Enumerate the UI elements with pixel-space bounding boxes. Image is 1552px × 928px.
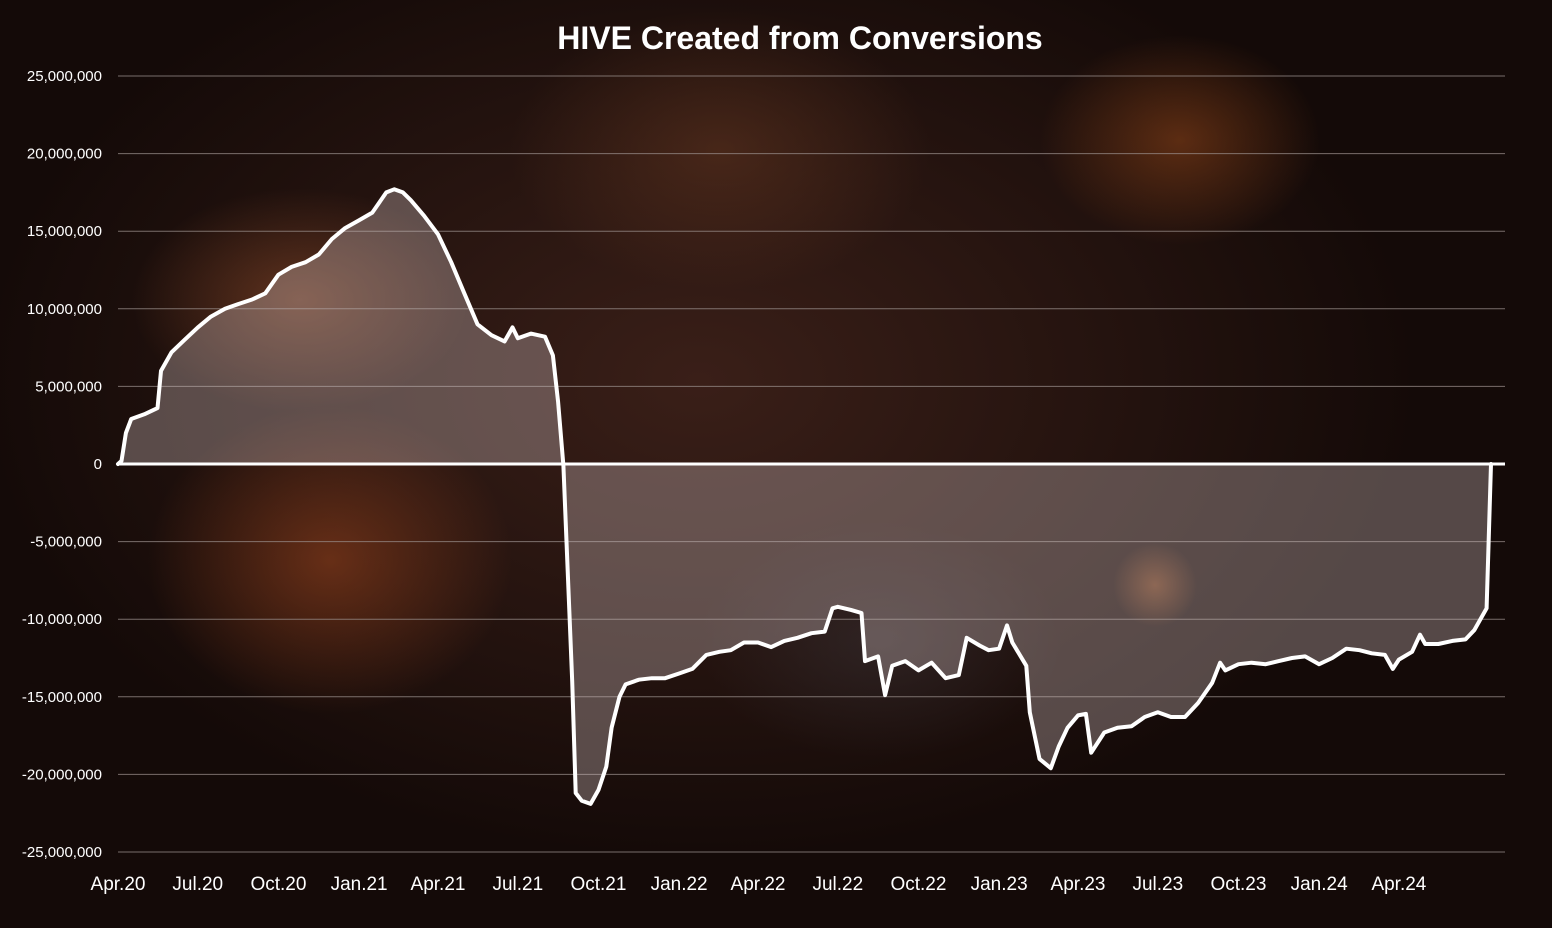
x-tick-label: Jul.23 [1132,874,1183,895]
x-tick-label: Jan.22 [651,874,708,895]
x-tick-label: Oct.22 [890,874,946,895]
y-tick-label: 0 [94,456,102,473]
y-tick-label: 10,000,000 [27,301,102,318]
x-axis-ticks: Apr.20 Jul.20 Oct.20 Jan.21 Apr.21 Jul.21 Oct.… [91,874,1427,895]
series-line [116,187,1493,806]
x-tick-label: Oct.20 [250,874,306,895]
x-tick-label: Apr.24 [1371,874,1426,895]
y-tick-label: -15,000,000 [22,689,102,706]
y-tick-label: -25,000,000 [22,844,102,861]
x-tick-label: Apr.21 [411,874,466,895]
x-tick-label: Jul.20 [172,874,223,895]
x-tick-label: Oct.23 [1210,874,1266,895]
x-tick-label: Jan.21 [331,874,388,895]
x-tick-label: Apr.20 [91,874,146,895]
y-axis-ticks: 25,000,000 20,000,000 15,000,000 10,000,000… [22,68,102,861]
gridlines [118,75,1505,853]
x-tick-label: Oct.21 [570,874,626,895]
y-tick-label: 25,000,000 [27,68,102,85]
y-tick-label: -20,000,000 [22,766,102,783]
chart-title: HIVE Created from Conversions [557,20,1042,56]
y-tick-label: 15,000,000 [27,223,102,240]
plot-area [116,187,1505,806]
x-tick-label: Jan.24 [1291,874,1348,895]
series-area-fill [118,189,1491,804]
x-tick-label: Apr.23 [1051,874,1106,895]
x-tick-label: Jul.21 [492,874,543,895]
y-tick-label: -10,000,000 [22,611,102,628]
y-tick-label: 5,000,000 [35,378,102,395]
y-tick-label: 20,000,000 [27,146,102,163]
y-tick-label: -5,000,000 [30,534,102,551]
x-tick-label: Apr.22 [731,874,786,895]
x-tick-label: Jul.22 [812,874,863,895]
x-tick-label: Jan.23 [971,874,1028,895]
